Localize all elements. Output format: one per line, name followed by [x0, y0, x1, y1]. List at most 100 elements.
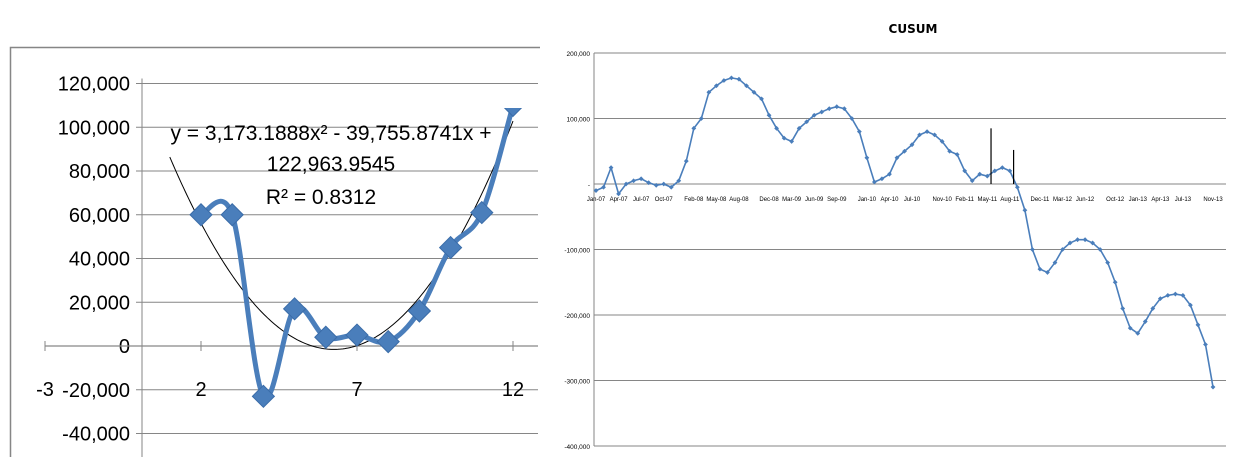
cusum-data-point [969, 178, 975, 184]
cusum-data-point [683, 158, 689, 164]
cusum-data-point [1203, 342, 1208, 347]
cusum-data-point [1067, 240, 1073, 246]
cusum-data-point [1082, 237, 1088, 243]
cusum-data-point [924, 129, 930, 134]
left-y-tick-label: 60,000 [69, 205, 130, 227]
cusum-data-point [894, 155, 900, 161]
cusum-data-point [954, 152, 960, 157]
right-y-tick-label: -100,000 [564, 248, 590, 255]
right-x-tick-label: Jun-09 [805, 197, 824, 203]
cusum-data-point [834, 104, 840, 110]
cusum-data-point [1060, 247, 1065, 252]
cusum-line-chart: CUSUM 200,000 100,000 - -100,000 -200,000 -300… [564, 22, 1226, 451]
cusum-data-point [631, 178, 637, 184]
right-y-tick-label: - [588, 182, 590, 189]
right-y-tick-label: -300,000 [564, 379, 590, 386]
cusum-series-line [595, 77, 1214, 388]
trendline-equation-line-1: y = 3,173.1888x² - 39,755.8741x + [170, 122, 491, 145]
cusum-data-point [932, 132, 937, 138]
right-x-tick-label: Aug-08 [729, 197, 749, 203]
cusum-data-point [856, 129, 862, 134]
right-x-tick-label: Dec-08 [759, 197, 779, 203]
cusum-data-point [1052, 260, 1058, 265]
cusum-data-point [826, 106, 832, 112]
right-x-tick-label: Mar-09 [782, 197, 802, 203]
cusum-data-point [872, 179, 877, 185]
left-y-tick-label: 100,000 [58, 117, 130, 139]
right-x-tick-label: May-11 [977, 197, 997, 203]
data-point-marker [189, 203, 213, 227]
left-x-tick-label: 7 [351, 379, 362, 401]
cusum-data-point [781, 135, 787, 141]
right-x-tick-label: Oct-07 [655, 197, 674, 203]
data-point-marker [220, 203, 244, 227]
data-point-marker [251, 384, 276, 409]
polynomial-scatter-chart: 120,000 100,000 80,000 60,000 40,000 20,000 0 -… [9, 46, 540, 457]
right-x-tick-label: Jul-07 [633, 197, 650, 203]
cusum-data-point [1014, 184, 1020, 190]
cusum-data-point [713, 83, 719, 89]
cusum-data-point [691, 125, 697, 131]
right-x-tick-label: May-08 [706, 197, 727, 203]
right-x-tick-label: Jun-12 [1076, 197, 1095, 203]
cusum-data-point [977, 171, 983, 177]
left-y-tick-label: 80,000 [69, 161, 130, 183]
cusum-data-point [879, 176, 885, 182]
right-x-tick-label: Oct-12 [1106, 197, 1125, 203]
right-y-tick-label: 100,000 [567, 117, 591, 124]
cusum-data-point [939, 139, 945, 144]
cusum-data-point [864, 155, 870, 161]
cusum-data-point [774, 125, 779, 131]
cusum-data-point [729, 75, 734, 81]
right-x-tick-label: Jul-13 [1175, 197, 1192, 203]
right-x-tick-label: Jan-07 [587, 197, 606, 203]
data-point-marker [503, 108, 523, 118]
left-x-tick-label: 12 [502, 379, 524, 401]
cusum-data-point [1022, 207, 1028, 213]
cusum-data-point [999, 165, 1005, 171]
cusum-data-point [1165, 292, 1171, 298]
cusum-data-point [759, 96, 764, 102]
right-x-tick-label: Jan-10 [858, 197, 877, 203]
cusum-data-point [1150, 306, 1156, 311]
right-x-tick-label: Apr-07 [610, 197, 629, 203]
left-x-tick-label: -3 [36, 379, 54, 401]
cusum-data-point [601, 184, 606, 190]
right-y-tick-label: 200,000 [567, 51, 591, 58]
data-point-marker [314, 325, 338, 349]
cusum-data-point [887, 171, 892, 177]
cusum-data-point [653, 182, 659, 188]
cusum-data-point [1127, 325, 1133, 331]
cusum-data-point [849, 116, 855, 121]
cusum-data-point [992, 168, 998, 174]
left-y-tick-label: 20,000 [69, 292, 130, 314]
cusum-data-point [1075, 237, 1080, 243]
cusum-data-point [698, 116, 704, 121]
cusum-data-point [1135, 330, 1141, 336]
left-y-tick-label: 0 [119, 336, 130, 358]
cusum-data-point [676, 178, 682, 184]
cusum-data-point [1195, 322, 1201, 328]
data-point-marker [282, 297, 307, 321]
right-x-tick-label: Aug-11 [1000, 197, 1020, 203]
cusum-data-point [917, 132, 922, 138]
left-y-tick-label: 40,000 [69, 249, 130, 271]
cusum-data-point [593, 188, 599, 193]
cusum-data-point [1120, 306, 1126, 311]
cusum-data-point [661, 181, 667, 187]
left-plot-area [169, 108, 523, 409]
right-x-tick-label: Sep-09 [827, 197, 847, 203]
cusum-data-point [811, 112, 817, 118]
cusum-data-point [909, 142, 915, 148]
data-point-marker [345, 323, 369, 347]
left-x-tick-label: 2 [195, 379, 206, 401]
cusum-data-point [1172, 291, 1178, 297]
data-point-marker [438, 235, 463, 260]
left-y-tick-label: -40,000 [62, 424, 130, 446]
cusum-data-point [668, 184, 674, 190]
cusum-data-point [1112, 279, 1118, 285]
right-x-tick-label: Nov-10 [932, 197, 952, 203]
cusum-data-point [947, 148, 953, 154]
cusum-data-point [608, 165, 614, 171]
cusum-title: CUSUM [889, 22, 938, 36]
